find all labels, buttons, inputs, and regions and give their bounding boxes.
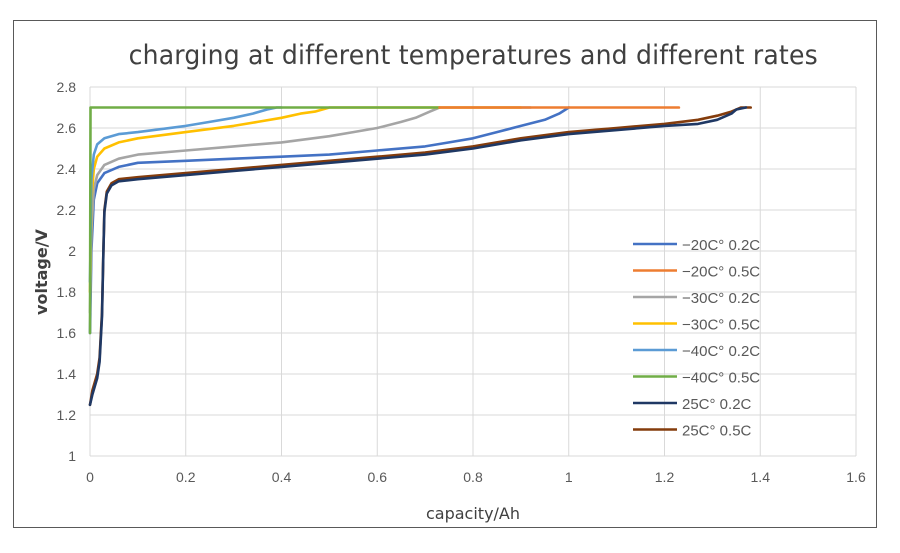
- y-tick-label: 2: [68, 243, 76, 259]
- legend-item: −30C° 0.2C: [633, 290, 760, 307]
- y-tick-label: 1.6: [57, 325, 77, 341]
- legend-label: −30C° 0.2C: [682, 290, 760, 307]
- series-line-20c-0-2c: [88, 106, 571, 335]
- legend-label: −40C° 0.2C: [682, 343, 760, 360]
- y-tick-label: 1.2: [57, 407, 77, 423]
- chart-title: charging at different temperatures and d…: [128, 40, 818, 71]
- y-tick-label: 1: [68, 448, 76, 464]
- legend-label: 25C° 0.5C: [682, 423, 752, 440]
- legend-item: −30C° 0.5C: [633, 317, 760, 334]
- x-tick-label: 1.2: [655, 469, 675, 485]
- legend-label: −20C° 0.5C: [682, 264, 760, 281]
- legend-item: −20C° 0.2C: [633, 237, 760, 254]
- series-line-30c-0-2c: [88, 106, 532, 314]
- series-line-40c-0-2c: [88, 106, 283, 284]
- chart-frame: [13, 20, 877, 528]
- x-tick-label: 0.2: [176, 469, 196, 485]
- legend: −20C° 0.2C −20C° 0.5C −30C° 0.2C −30C° 0.5C…: [633, 237, 760, 440]
- legend-label: −30C° 0.5C: [682, 317, 760, 334]
- x-tick-labels: 0 0.2 0.4 0.6 0.8 1 1.2 1.4 1.6: [86, 469, 866, 485]
- x-tick-label: 0.8: [463, 469, 483, 485]
- x-axis-title: capacity/Ah: [426, 504, 520, 523]
- x-tick-label: 0.6: [368, 469, 388, 485]
- y-tick-label: 2.6: [57, 120, 77, 136]
- x-tick-label: 0.4: [272, 469, 292, 485]
- series-line-25c-0-2c: [88, 106, 748, 407]
- x-tick-label: 1: [565, 469, 573, 485]
- y-tick-label: 2.4: [57, 161, 77, 177]
- legend-item: −40C° 0.5C: [633, 370, 760, 387]
- legend-item: 25C° 0.2C: [633, 396, 752, 413]
- x-tick-label: 0: [86, 469, 94, 485]
- legend-label: 25C° 0.2C: [682, 396, 752, 413]
- y-tick-label: 1.8: [57, 284, 77, 300]
- y-tick-label: 1.4: [57, 366, 77, 382]
- y-tick-label: 2.8: [57, 79, 77, 95]
- series-lines: [88, 106, 753, 407]
- legend-label: −40C° 0.5C: [682, 370, 760, 387]
- x-tick-label: 1.6: [846, 469, 866, 485]
- y-tick-labels: 1 1.2 1.4 1.6 1.8 2 2.2 2.4 2.6 2.8: [57, 79, 77, 464]
- legend-label: −20C° 0.2C: [682, 237, 760, 254]
- x-tick-label: 1.4: [751, 469, 771, 485]
- legend-item: −20C° 0.5C: [633, 264, 760, 281]
- y-tick-label: 2.2: [57, 202, 77, 218]
- legend-item: −40C° 0.2C: [633, 343, 760, 360]
- series-line-30c-0-5c: [88, 106, 523, 294]
- series-line-25c-0-5c: [88, 106, 753, 407]
- legend-item: 25C° 0.5C: [633, 423, 752, 440]
- y-axis-title: voltage/V: [32, 228, 51, 315]
- series-line-40c-0-5c: [88, 106, 441, 335]
